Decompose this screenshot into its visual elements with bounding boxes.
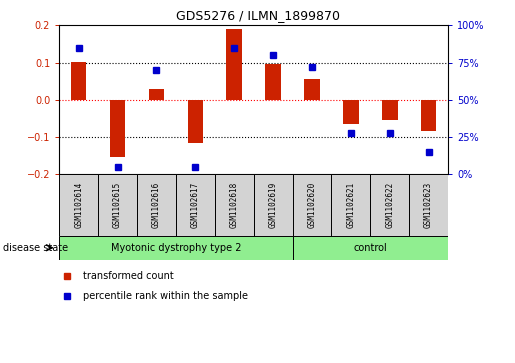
Text: GSM1102621: GSM1102621: [347, 182, 355, 228]
Bar: [343, 100, 358, 124]
Bar: [265, 65, 281, 100]
Bar: [187, 100, 203, 143]
Bar: [71, 61, 87, 100]
Text: disease state: disease state: [3, 243, 67, 253]
Text: GSM1102616: GSM1102616: [152, 182, 161, 228]
Text: Myotonic dystrophy type 2: Myotonic dystrophy type 2: [111, 243, 241, 253]
Text: GSM1102617: GSM1102617: [191, 182, 200, 228]
Text: GDS5276 / ILMN_1899870: GDS5276 / ILMN_1899870: [176, 9, 339, 22]
Bar: [176, 174, 215, 236]
Bar: [227, 29, 242, 100]
Text: GSM1102618: GSM1102618: [230, 182, 238, 228]
Text: GSM1102615: GSM1102615: [113, 182, 122, 228]
Bar: [293, 174, 332, 236]
Bar: [110, 100, 125, 158]
Bar: [332, 174, 370, 236]
Bar: [293, 236, 448, 260]
Text: percentile rank within the sample: percentile rank within the sample: [82, 291, 248, 301]
Bar: [304, 79, 320, 100]
Bar: [98, 174, 137, 236]
Bar: [59, 236, 293, 260]
Text: transformed count: transformed count: [82, 271, 174, 281]
Text: GSM1102614: GSM1102614: [74, 182, 83, 228]
Text: GSM1102622: GSM1102622: [385, 182, 394, 228]
Bar: [59, 174, 98, 236]
Bar: [370, 174, 409, 236]
Bar: [409, 174, 448, 236]
Bar: [149, 89, 164, 100]
Text: GSM1102620: GSM1102620: [307, 182, 316, 228]
Bar: [253, 174, 293, 236]
Bar: [382, 100, 398, 120]
Bar: [137, 174, 176, 236]
Text: GSM1102619: GSM1102619: [269, 182, 278, 228]
Text: GSM1102623: GSM1102623: [424, 182, 433, 228]
Text: control: control: [353, 243, 387, 253]
Bar: [421, 100, 436, 131]
Bar: [215, 174, 253, 236]
